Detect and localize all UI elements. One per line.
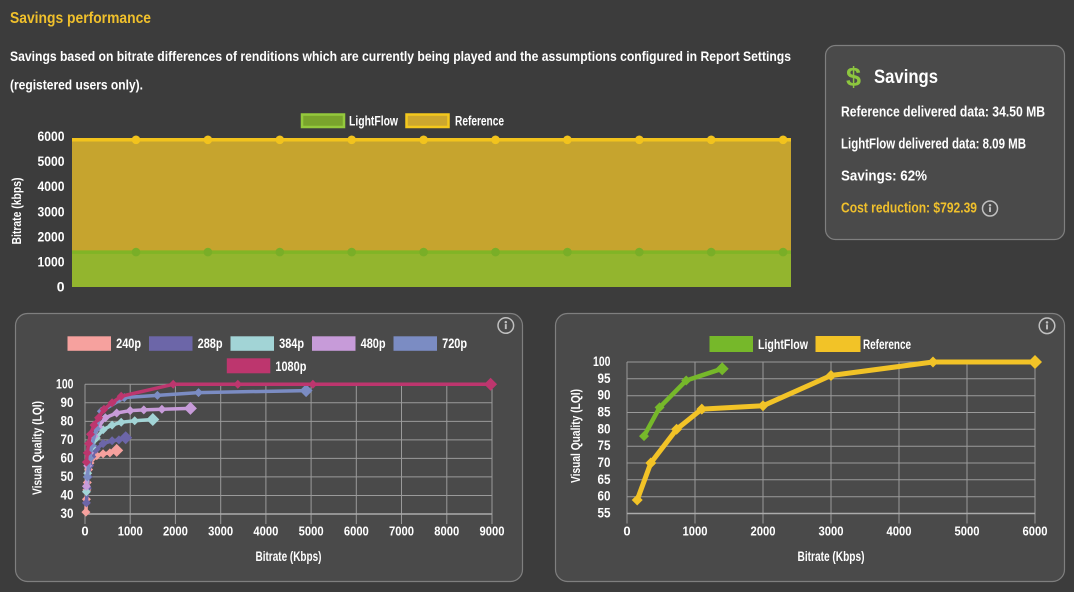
svg-text:3000: 3000	[38, 203, 65, 219]
svg-text:720p: 720p	[442, 335, 467, 351]
svg-text:2000: 2000	[38, 228, 65, 244]
svg-text:Reference: Reference	[863, 337, 911, 352]
svg-text:80: 80	[61, 412, 74, 428]
svg-text:288p: 288p	[198, 335, 223, 351]
svg-text:85: 85	[598, 404, 611, 420]
svg-text:60: 60	[598, 488, 611, 504]
svg-text:1000: 1000	[38, 253, 65, 269]
svg-text:65: 65	[598, 471, 611, 487]
svg-text:Reference: Reference	[455, 114, 504, 129]
svg-text:Bitrate (kbps): Bitrate (kbps)	[10, 178, 24, 245]
svg-text:50: 50	[61, 468, 74, 484]
svg-text:0: 0	[81, 524, 88, 539]
svg-text:LightFlow delivered data: 8.09: LightFlow delivered data: 8.09 MB	[841, 137, 1026, 153]
svg-text:2000: 2000	[163, 524, 188, 539]
svg-text:Reference delivered data: 34.5: Reference delivered data: 34.50 MB	[841, 105, 1045, 121]
svg-text:4000: 4000	[887, 524, 912, 539]
svg-text:5000: 5000	[955, 524, 980, 539]
svg-text:75: 75	[598, 437, 611, 453]
svg-text:Bitrate (Kbps): Bitrate (Kbps)	[256, 549, 322, 564]
svg-text:5000: 5000	[38, 153, 65, 169]
svg-text:Visual Quality (LQI): Visual Quality (LQI)	[31, 401, 45, 495]
svg-text:5000: 5000	[299, 524, 324, 539]
svg-text:90: 90	[61, 394, 74, 410]
svg-text:1000: 1000	[118, 524, 143, 539]
svg-text:Cost reduction: $792.39: Cost reduction: $792.39	[841, 201, 977, 217]
svg-text:9000: 9000	[479, 524, 504, 539]
svg-text:80: 80	[598, 420, 611, 436]
svg-text:70: 70	[61, 431, 74, 447]
svg-text:Savings based on bitrate diffe: Savings based on bitrate differences of …	[10, 48, 791, 64]
svg-text:Bitrate (Kbps): Bitrate (Kbps)	[798, 549, 865, 564]
svg-text:384p: 384p	[279, 335, 304, 351]
svg-text:(registered users only).: (registered users only).	[10, 77, 143, 93]
svg-text:LightFlow: LightFlow	[758, 337, 808, 352]
svg-text:95: 95	[598, 370, 611, 386]
svg-text:4000: 4000	[38, 178, 65, 194]
svg-text:4000: 4000	[253, 524, 278, 539]
svg-text:60: 60	[61, 449, 74, 465]
svg-text:30: 30	[61, 505, 74, 521]
svg-text:55: 55	[598, 505, 611, 521]
svg-text:Savings performance: Savings performance	[10, 10, 151, 27]
svg-text:100: 100	[56, 375, 74, 391]
svg-text:40: 40	[61, 486, 74, 502]
svg-text:1080p: 1080p	[275, 358, 306, 374]
svg-text:Savings: 62%: Savings: 62%	[841, 169, 927, 185]
svg-text:Visual Quality (LQI): Visual Quality (LQI)	[569, 389, 583, 483]
svg-text:6000: 6000	[38, 128, 65, 144]
svg-text:$: $	[846, 62, 861, 92]
svg-text:6000: 6000	[1023, 524, 1048, 539]
svg-text:2000: 2000	[751, 524, 776, 539]
svg-text:3000: 3000	[208, 524, 233, 539]
svg-text:0: 0	[57, 279, 65, 295]
svg-text:6000: 6000	[344, 524, 369, 539]
svg-text:1000: 1000	[683, 524, 708, 539]
svg-text:90: 90	[598, 387, 611, 403]
svg-text:0: 0	[623, 524, 630, 539]
svg-text:3000: 3000	[819, 524, 844, 539]
svg-text:240p: 240p	[116, 335, 141, 351]
svg-text:70: 70	[598, 454, 611, 470]
svg-text:7000: 7000	[389, 524, 414, 539]
svg-text:100: 100	[593, 353, 611, 369]
svg-text:8000: 8000	[434, 524, 459, 539]
svg-text:Savings: Savings	[874, 66, 938, 88]
svg-text:LightFlow: LightFlow	[349, 114, 398, 129]
svg-text:480p: 480p	[361, 335, 386, 351]
